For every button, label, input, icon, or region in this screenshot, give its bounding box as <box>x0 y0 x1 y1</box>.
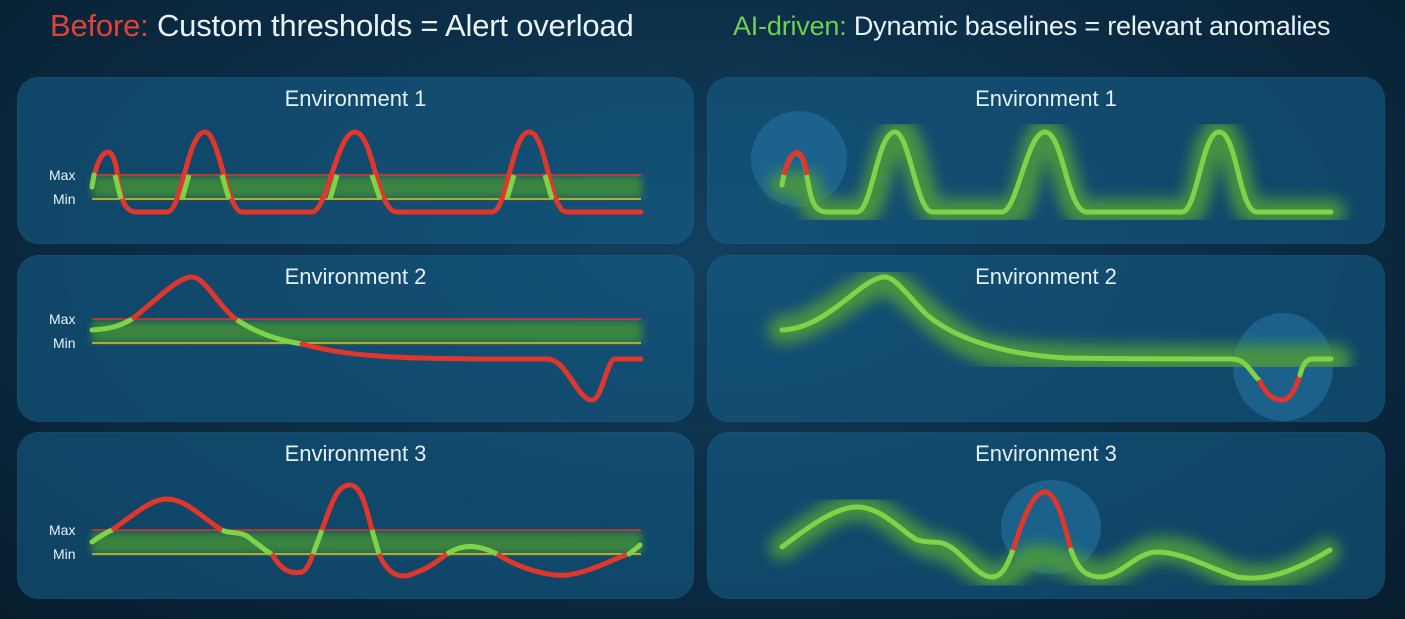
min-label: Min <box>53 191 76 207</box>
min-label: Min <box>53 335 76 351</box>
max-label: Max <box>49 311 75 327</box>
ai-env3-chart <box>769 480 1340 591</box>
panel-title: Environment 3 <box>975 441 1117 466</box>
max-label: Max <box>49 522 75 538</box>
heading-before-prefix: Before: <box>50 8 149 43</box>
ai-env1-panel: Environment 1 <box>707 77 1385 244</box>
panel-title: Environment 2 <box>975 264 1117 289</box>
min-label: Min <box>53 546 76 562</box>
ai-env1-chart <box>751 111 1345 225</box>
heading-before-text: Custom thresholds = Alert overload <box>148 8 634 43</box>
ai-env3-panel: Environment 3 <box>707 432 1385 599</box>
ai-env2-panel: Environment 2 <box>707 255 1385 422</box>
before-env1-chart: Max Min <box>49 129 644 215</box>
before-env3-chart: Max Min <box>49 482 643 579</box>
panel-title: Environment 3 <box>284 441 427 466</box>
heading-before: Before: Custom thresholds = Alert overlo… <box>50 8 634 44</box>
panel-title: Environment 1 <box>975 86 1117 111</box>
panel-title: Environment 1 <box>284 86 427 111</box>
panel-title: Environment 2 <box>284 264 427 289</box>
max-label: Max <box>49 167 75 183</box>
before-env2-panel: Environment 2 Max Min <box>17 255 694 422</box>
heading-ai-text: Dynamic baselines = relevant anomalies <box>846 11 1331 41</box>
ai-env2-chart <box>768 265 1351 421</box>
before-env1-panel: Environment 1 Max Min <box>17 77 694 244</box>
heading-ai-driven: AI-driven: Dynamic baselines = relevant … <box>733 11 1330 42</box>
before-env2-chart: Max Min <box>49 274 644 403</box>
heading-ai-prefix: AI-driven: <box>733 11 847 41</box>
before-env3-panel: Environment 3 Max Min <box>17 432 694 599</box>
